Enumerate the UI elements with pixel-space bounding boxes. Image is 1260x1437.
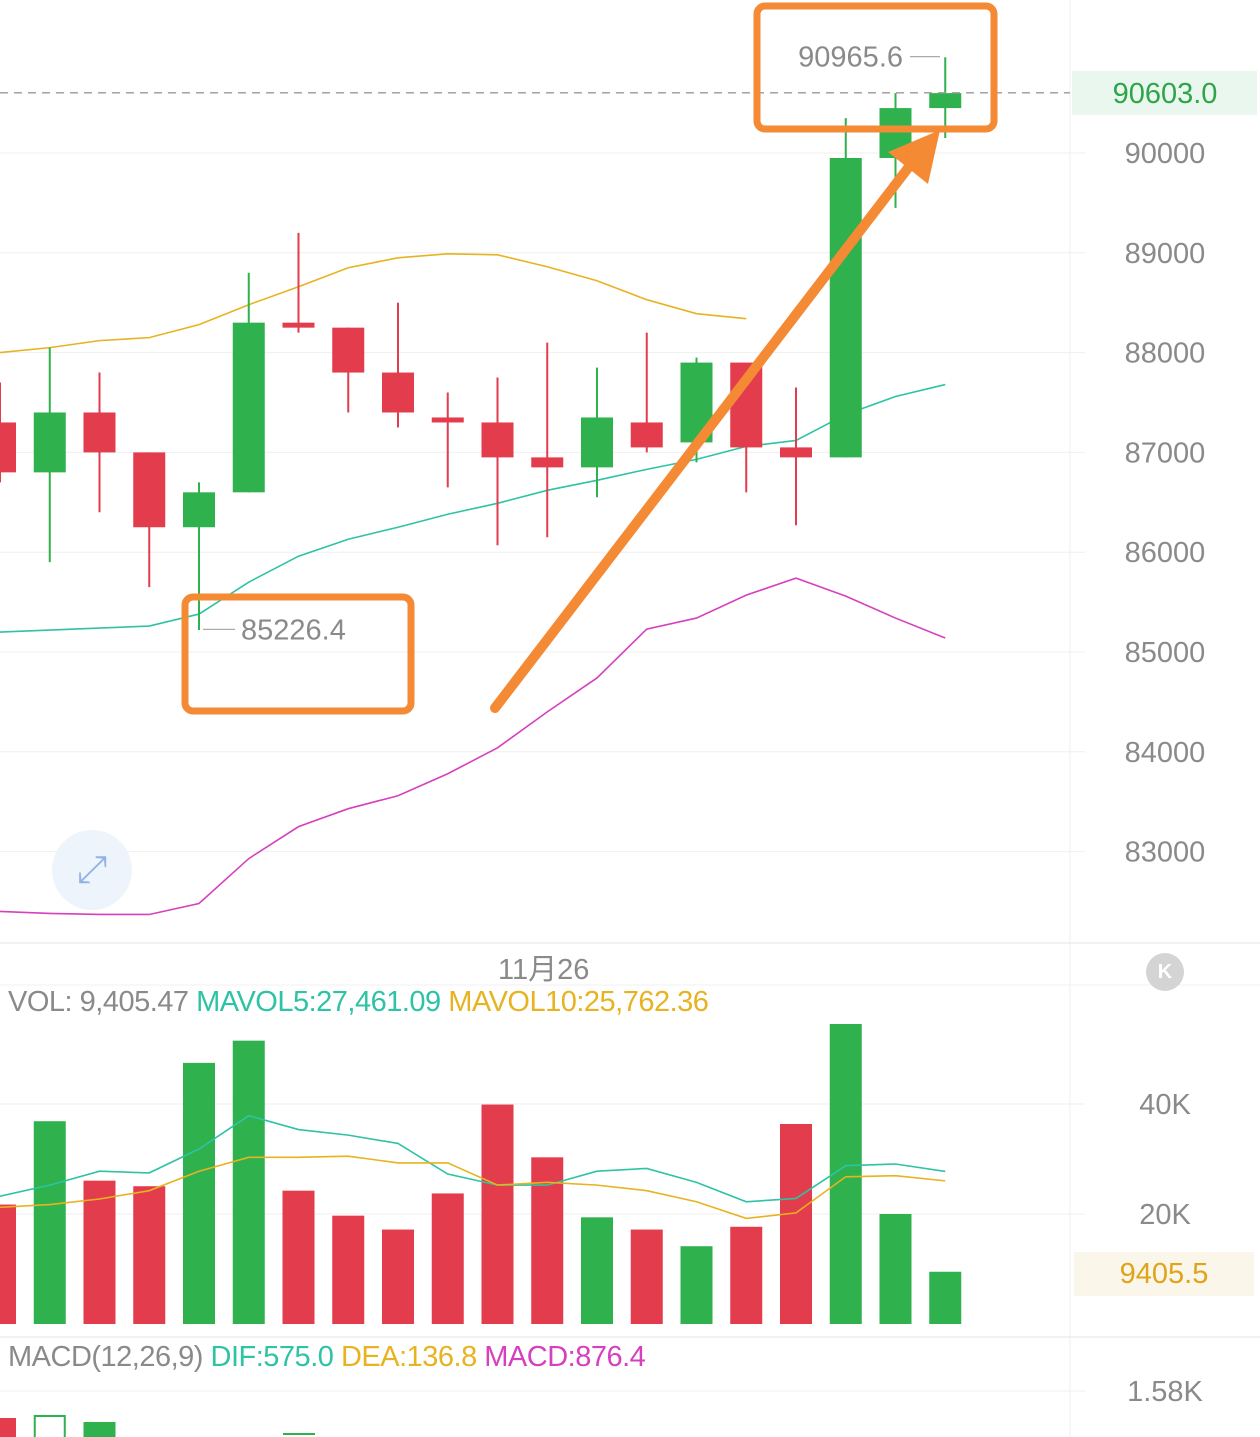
- volume-bar: [879, 1214, 912, 1324]
- current-price-label: 90603.0: [1113, 78, 1218, 110]
- volume-bar: [680, 1246, 713, 1324]
- expand-button[interactable]: ⤢: [52, 830, 132, 910]
- volume-current-badge: 9405.5: [1074, 1252, 1254, 1296]
- price-tick-label: 89000: [1125, 238, 1206, 270]
- volume-bar: [282, 1190, 315, 1324]
- current-price-line: 90603.0: [0, 70, 1257, 115]
- volume-bar: [581, 1217, 613, 1324]
- boll-lower-line: [0, 577, 946, 916]
- candle-body: [232, 322, 265, 493]
- price-tick-label: 83000: [1125, 837, 1206, 869]
- volume-bar: [630, 1229, 663, 1324]
- volume-bar: [0, 1204, 16, 1324]
- macd-legend: MACD(12,26,9) DIF:575.0 DEA:136.8 MACD:8…: [8, 1341, 646, 1374]
- candle-body: [929, 93, 962, 109]
- macd-title: MACD(12,26,9): [8, 1341, 203, 1373]
- candle-body: [581, 417, 613, 468]
- macd-histogram-bar: [83, 1422, 116, 1437]
- boll-mid-line: [0, 383, 946, 633]
- macd-dea: DEA:136.8: [340, 1341, 477, 1373]
- candle-body: [133, 452, 166, 528]
- candle-body: [829, 157, 862, 458]
- candle-body: [33, 412, 66, 473]
- candle-body: [382, 372, 414, 413]
- price-tick-label: 86000: [1125, 537, 1206, 569]
- price-tick-label: 88000: [1125, 338, 1206, 370]
- price-axis: 90000 89000 88000 87000 86000 85000 84000 83000: [1125, 138, 1206, 869]
- volume-legend: VOL: 9,405.47 MAVOL5:27,461.09 MAVOL10:2…: [8, 986, 709, 1019]
- candle-body: [780, 447, 812, 458]
- volume-ma-lines: [0, 1114, 946, 1220]
- volume-bar: [183, 1062, 215, 1324]
- candle-body: [83, 412, 116, 453]
- price-tick-label: 84000: [1125, 737, 1206, 769]
- volume-bar: [431, 1193, 464, 1324]
- price-tick-label: 85000: [1125, 637, 1206, 669]
- volume-bar: [382, 1229, 414, 1324]
- expand-icon: ⤢: [76, 848, 108, 891]
- macd-histogram-bar: [0, 1418, 16, 1437]
- candle-body: [431, 417, 464, 423]
- k-button[interactable]: K: [1146, 953, 1184, 991]
- volume-tick-label: 20K: [1139, 1199, 1191, 1231]
- highlight-box-high: [753, 2, 998, 133]
- trend-arrow-head: [888, 130, 940, 184]
- macd-bars: [0, 1415, 315, 1437]
- candle-body: [481, 422, 514, 458]
- trend-arrow-shaft: [490, 150, 923, 713]
- volume-bar: [929, 1271, 962, 1324]
- x-axis-date-label: 11月26: [498, 954, 590, 986]
- candle-body: [531, 457, 564, 468]
- candle-body: [630, 422, 663, 448]
- volume-bar: [133, 1186, 166, 1324]
- low-marker-label: 85226.4: [241, 614, 346, 646]
- volume-bars: [0, 1024, 962, 1324]
- candle-body: [332, 327, 365, 373]
- volume-tick-label: 40K: [1139, 1089, 1191, 1121]
- candle-body: [0, 422, 16, 473]
- price-tick-label: 90000: [1125, 138, 1206, 170]
- volume-bar: [780, 1124, 812, 1324]
- price-tick-label: 87000: [1125, 437, 1206, 469]
- volume-bar: [332, 1215, 365, 1324]
- highlight-box-low: [181, 593, 415, 715]
- mavol5-line: [0, 1114, 946, 1203]
- candle-body: [183, 492, 215, 528]
- mavol5-value: MAVOL5:27,461.09: [196, 986, 441, 1018]
- bollinger-bands: [0, 252, 946, 916]
- candle-body: [282, 322, 315, 328]
- macd-dif: DIF:575.0: [210, 1341, 334, 1373]
- macd-tick-label: 1.58K: [1127, 1376, 1203, 1408]
- volume-bar: [33, 1121, 66, 1324]
- volume-bar: [83, 1180, 116, 1324]
- volume-bar: [481, 1104, 514, 1324]
- macd-value: MACD:876.4: [484, 1341, 646, 1373]
- volume-bar: [829, 1024, 862, 1324]
- volume-bar: [730, 1226, 763, 1324]
- mavol10-value: MAVOL10:25,762.36: [448, 986, 709, 1018]
- candlesticks: [0, 57, 962, 631]
- boll-upper-line: [0, 252, 747, 354]
- current-price-badge: [1072, 70, 1257, 115]
- vol-value: VOL: 9,405.47: [8, 986, 189, 1018]
- volume-bar: [232, 1040, 265, 1324]
- mavol10-line: [0, 1155, 946, 1220]
- annotations: 90965.6 85226.4: [181, 2, 998, 715]
- macd-histogram-bar: [33, 1415, 66, 1437]
- high-marker-label: 90965.6: [798, 42, 903, 74]
- volume-axis: 40K 20K 1.58K: [1127, 1089, 1203, 1408]
